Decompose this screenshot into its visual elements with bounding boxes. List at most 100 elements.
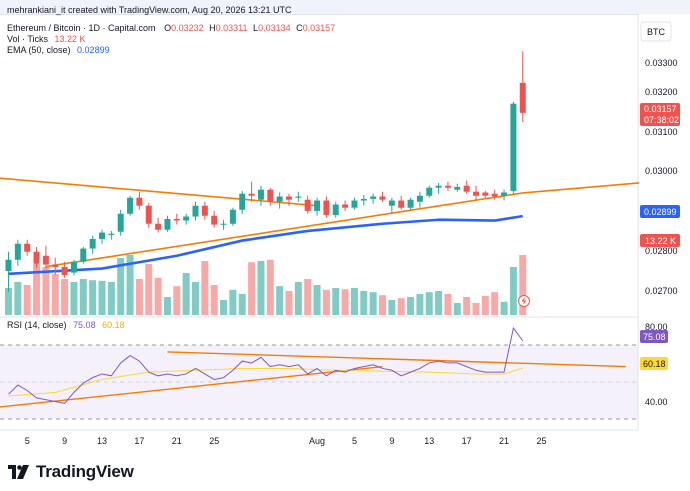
candle-body — [370, 196, 377, 199]
price-tick-2: 0.03200 — [645, 87, 678, 97]
candle-body — [426, 187, 433, 196]
rsi-tag-value: 75.08 — [643, 332, 666, 342]
time-label: 13 — [97, 436, 107, 446]
candle-body — [136, 197, 143, 206]
candle-body — [454, 186, 461, 190]
candle-body — [342, 204, 349, 208]
time-label: 13 — [424, 436, 434, 446]
ema-line — [8, 214, 523, 276]
candle-body — [388, 200, 395, 206]
volume-bar — [435, 291, 443, 315]
candle-body — [229, 209, 236, 224]
candle-body — [220, 223, 227, 225]
volume-bar — [294, 282, 302, 315]
legend-rsi-label: RSI (14, close) — [7, 320, 67, 330]
candle-body — [407, 199, 414, 208]
volume-bar — [79, 279, 87, 315]
legend-l-label: L — [253, 23, 258, 33]
volume-bar — [5, 288, 12, 315]
trendlines[interactable] — [0, 173, 690, 268]
caption-text: mehrankiani_it created with TradingView.… — [7, 5, 292, 15]
legend-o-label: O — [164, 23, 171, 33]
volume-bar — [379, 295, 386, 315]
candle-body — [323, 200, 330, 215]
candle-body — [416, 195, 423, 202]
volume-bar — [425, 292, 433, 315]
price-tick-6: 0.02700 — [645, 286, 678, 296]
volume-bars — [5, 255, 527, 315]
currency-button[interactable]: BTC — [640, 21, 672, 42]
rsi-ma-tag: 60.18 — [640, 357, 668, 370]
time-label: 5 — [25, 436, 30, 446]
volume-bar — [304, 279, 312, 315]
volume-bar — [210, 285, 218, 315]
candle-body — [183, 216, 190, 221]
candle-body — [52, 264, 59, 267]
volume-bar — [70, 282, 78, 315]
price-tick-1: 0.03300 — [645, 58, 678, 68]
time-axis[interactable]: 5 9 13 17 21 25 Aug 5 9 13 17 21 25 — [25, 436, 547, 446]
ema-path — [8, 214, 523, 276]
volume-bar — [350, 288, 358, 315]
price-chart[interactable]: BTC 0.03300 0.03200 0.03100 0.03000 0.02… — [0, 14, 690, 459]
volume-bar — [192, 282, 199, 315]
legend-o-value: 0.03232 — [171, 23, 204, 33]
legend-ema[interactable]: EMA (50, close) 0.02899 — [7, 45, 110, 55]
volume-bar — [117, 258, 125, 315]
candle-body — [463, 185, 470, 192]
time-label: Aug — [309, 436, 325, 446]
time-label: 21 — [172, 436, 182, 446]
candle-body — [491, 193, 498, 197]
legend-volume[interactable]: Vol · Ticks 13.22 K — [7, 34, 86, 44]
candle-body — [295, 196, 302, 198]
ema-price-tag: 0.02899 — [640, 205, 680, 218]
volume-bar — [154, 277, 162, 315]
legend-rsi[interactable]: RSI (14, close) 75.08 60.18 — [7, 320, 125, 330]
volume-bar — [14, 282, 22, 315]
volume-bar — [491, 292, 499, 315]
legend-rsi-ma-value: 60.18 — [102, 320, 125, 330]
candle-body — [398, 200, 405, 208]
countdown-value: 07:38:02 — [644, 115, 679, 125]
candle-body — [201, 205, 208, 216]
chart-caption: mehrankiani_it created with TradingView.… — [0, 0, 690, 15]
price-tick-5: 0.02800 — [645, 246, 678, 256]
candles — [5, 51, 526, 292]
rsi-trendline-2 — [0, 365, 383, 408]
candle-body — [24, 243, 31, 252]
volume-bar — [360, 291, 368, 315]
volume-bar — [500, 301, 508, 315]
candle-body — [33, 251, 40, 264]
volume-bar — [126, 255, 134, 315]
volume-bar — [509, 267, 517, 315]
legend-l-value: 0.03134 — [258, 23, 291, 33]
volume-bar — [145, 264, 153, 315]
candle-body — [164, 218, 171, 230]
volume-bar — [322, 289, 330, 315]
volume-tag-value: 13.22 K — [645, 236, 676, 246]
rsi-path — [8, 326, 524, 404]
volume-bar — [257, 261, 265, 315]
candle-body — [108, 233, 115, 235]
time-label: 9 — [62, 436, 67, 446]
time-label: 5 — [352, 436, 357, 446]
volume-bar — [388, 300, 396, 315]
volume-bar — [33, 264, 41, 315]
candle-body — [510, 103, 517, 191]
volume-bar — [61, 279, 69, 315]
volume-bar — [472, 303, 480, 315]
volume-bar — [229, 289, 237, 315]
lightning-icon[interactable] — [518, 295, 530, 307]
price-tick-3: 0.03100 — [645, 127, 678, 137]
legend-ohlc[interactable]: Ethereum / Bitcoin · 1D · Capital.com O0… — [7, 23, 335, 33]
volume-bar — [313, 285, 321, 315]
candle-body — [211, 215, 218, 225]
candle-body — [173, 218, 180, 221]
volume-bar — [416, 294, 424, 315]
currency-label: BTC — [647, 27, 666, 37]
volume-bar — [285, 291, 293, 315]
time-label: 21 — [499, 436, 509, 446]
candle-body — [117, 213, 124, 232]
candle-body — [61, 266, 68, 275]
rsi-trendline-1 — [167, 351, 626, 368]
